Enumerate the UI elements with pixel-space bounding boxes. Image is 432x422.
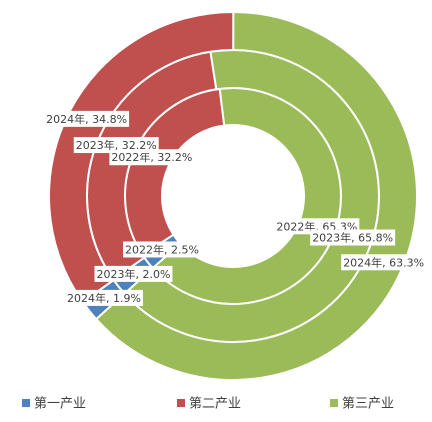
data-label-bg bbox=[109, 149, 195, 166]
data-label-bg bbox=[310, 229, 396, 246]
data-label-bg bbox=[123, 241, 201, 258]
data-label: 2023年, 2.0% bbox=[97, 267, 171, 281]
data-label-group: 2024年, 34.8% bbox=[44, 110, 130, 127]
data-label: 2022年, 2.5% bbox=[125, 242, 199, 256]
data-label: 2024年, 63.3% bbox=[343, 255, 424, 269]
data-label-bg bbox=[94, 265, 173, 282]
data-label-group: 2023年, 32.2% bbox=[73, 137, 159, 154]
legend-label: 第二产业 bbox=[189, 397, 241, 412]
data-label-bg bbox=[65, 289, 143, 306]
legend-label: 第三产业 bbox=[342, 397, 394, 412]
data-label-group: 2022年, 2.5% bbox=[123, 241, 201, 258]
donut-segment bbox=[94, 10, 418, 381]
data-label-bg bbox=[44, 110, 130, 127]
data-label-group: 2023年, 65.8% bbox=[310, 229, 396, 246]
data-label-group: 2024年, 63.3% bbox=[341, 254, 427, 271]
legend-swatch bbox=[177, 399, 185, 407]
data-label: 2024年, 34.8% bbox=[46, 112, 127, 126]
data-label: 2023年, 32.2% bbox=[76, 138, 157, 152]
data-label-bg bbox=[73, 137, 159, 154]
data-label-bg bbox=[341, 254, 427, 271]
legend-label: 第一产业 bbox=[34, 397, 86, 412]
data-label: 2024年, 1.9% bbox=[67, 291, 141, 305]
legend-swatch bbox=[22, 399, 30, 407]
data-label-group: 2023年, 2.0% bbox=[94, 265, 173, 282]
data-label: 2022年, 32.2% bbox=[111, 150, 192, 164]
data-label-group: 2022年, 32.2% bbox=[109, 149, 195, 166]
data-label: 2023年, 65.8% bbox=[312, 231, 393, 245]
data-label-group: 2024年, 1.9% bbox=[65, 289, 143, 306]
legend-swatch bbox=[330, 399, 338, 407]
